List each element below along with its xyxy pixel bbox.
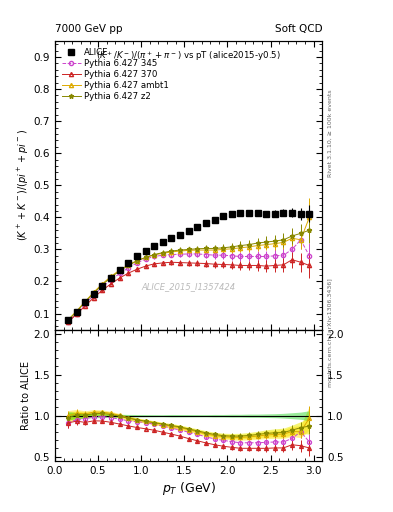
Text: 7000 GeV pp: 7000 GeV pp [55,24,123,34]
Text: ALICE_2015_I1357424: ALICE_2015_I1357424 [141,282,236,291]
Legend: ALICE, Pythia 6.427 345, Pythia 6.427 370, Pythia 6.427 ambt1, Pythia 6.427 z2: ALICE, Pythia 6.427 345, Pythia 6.427 37… [59,45,172,104]
X-axis label: $p_T$ (GeV): $p_T$ (GeV) [162,480,216,497]
Text: Soft QCD: Soft QCD [275,24,322,34]
Y-axis label: Ratio to ALICE: Ratio to ALICE [21,360,31,430]
Text: $(K^+/K^-)/(\pi^++\pi^-)$ vs pT (alice2015-y0.5): $(K^+/K^-)/(\pi^++\pi^-)$ vs pT (alice20… [96,50,281,63]
Text: mcplots.cern.ch [arXiv:1306.3436]: mcplots.cern.ch [arXiv:1306.3436] [328,279,333,387]
Text: Rivet 3.1.10, ≥ 100k events: Rivet 3.1.10, ≥ 100k events [328,89,333,177]
Y-axis label: $(K^+ + K^-)/(pi^+ +pi^-)$: $(K^+ + K^-)/(pi^+ +pi^-)$ [16,130,31,241]
